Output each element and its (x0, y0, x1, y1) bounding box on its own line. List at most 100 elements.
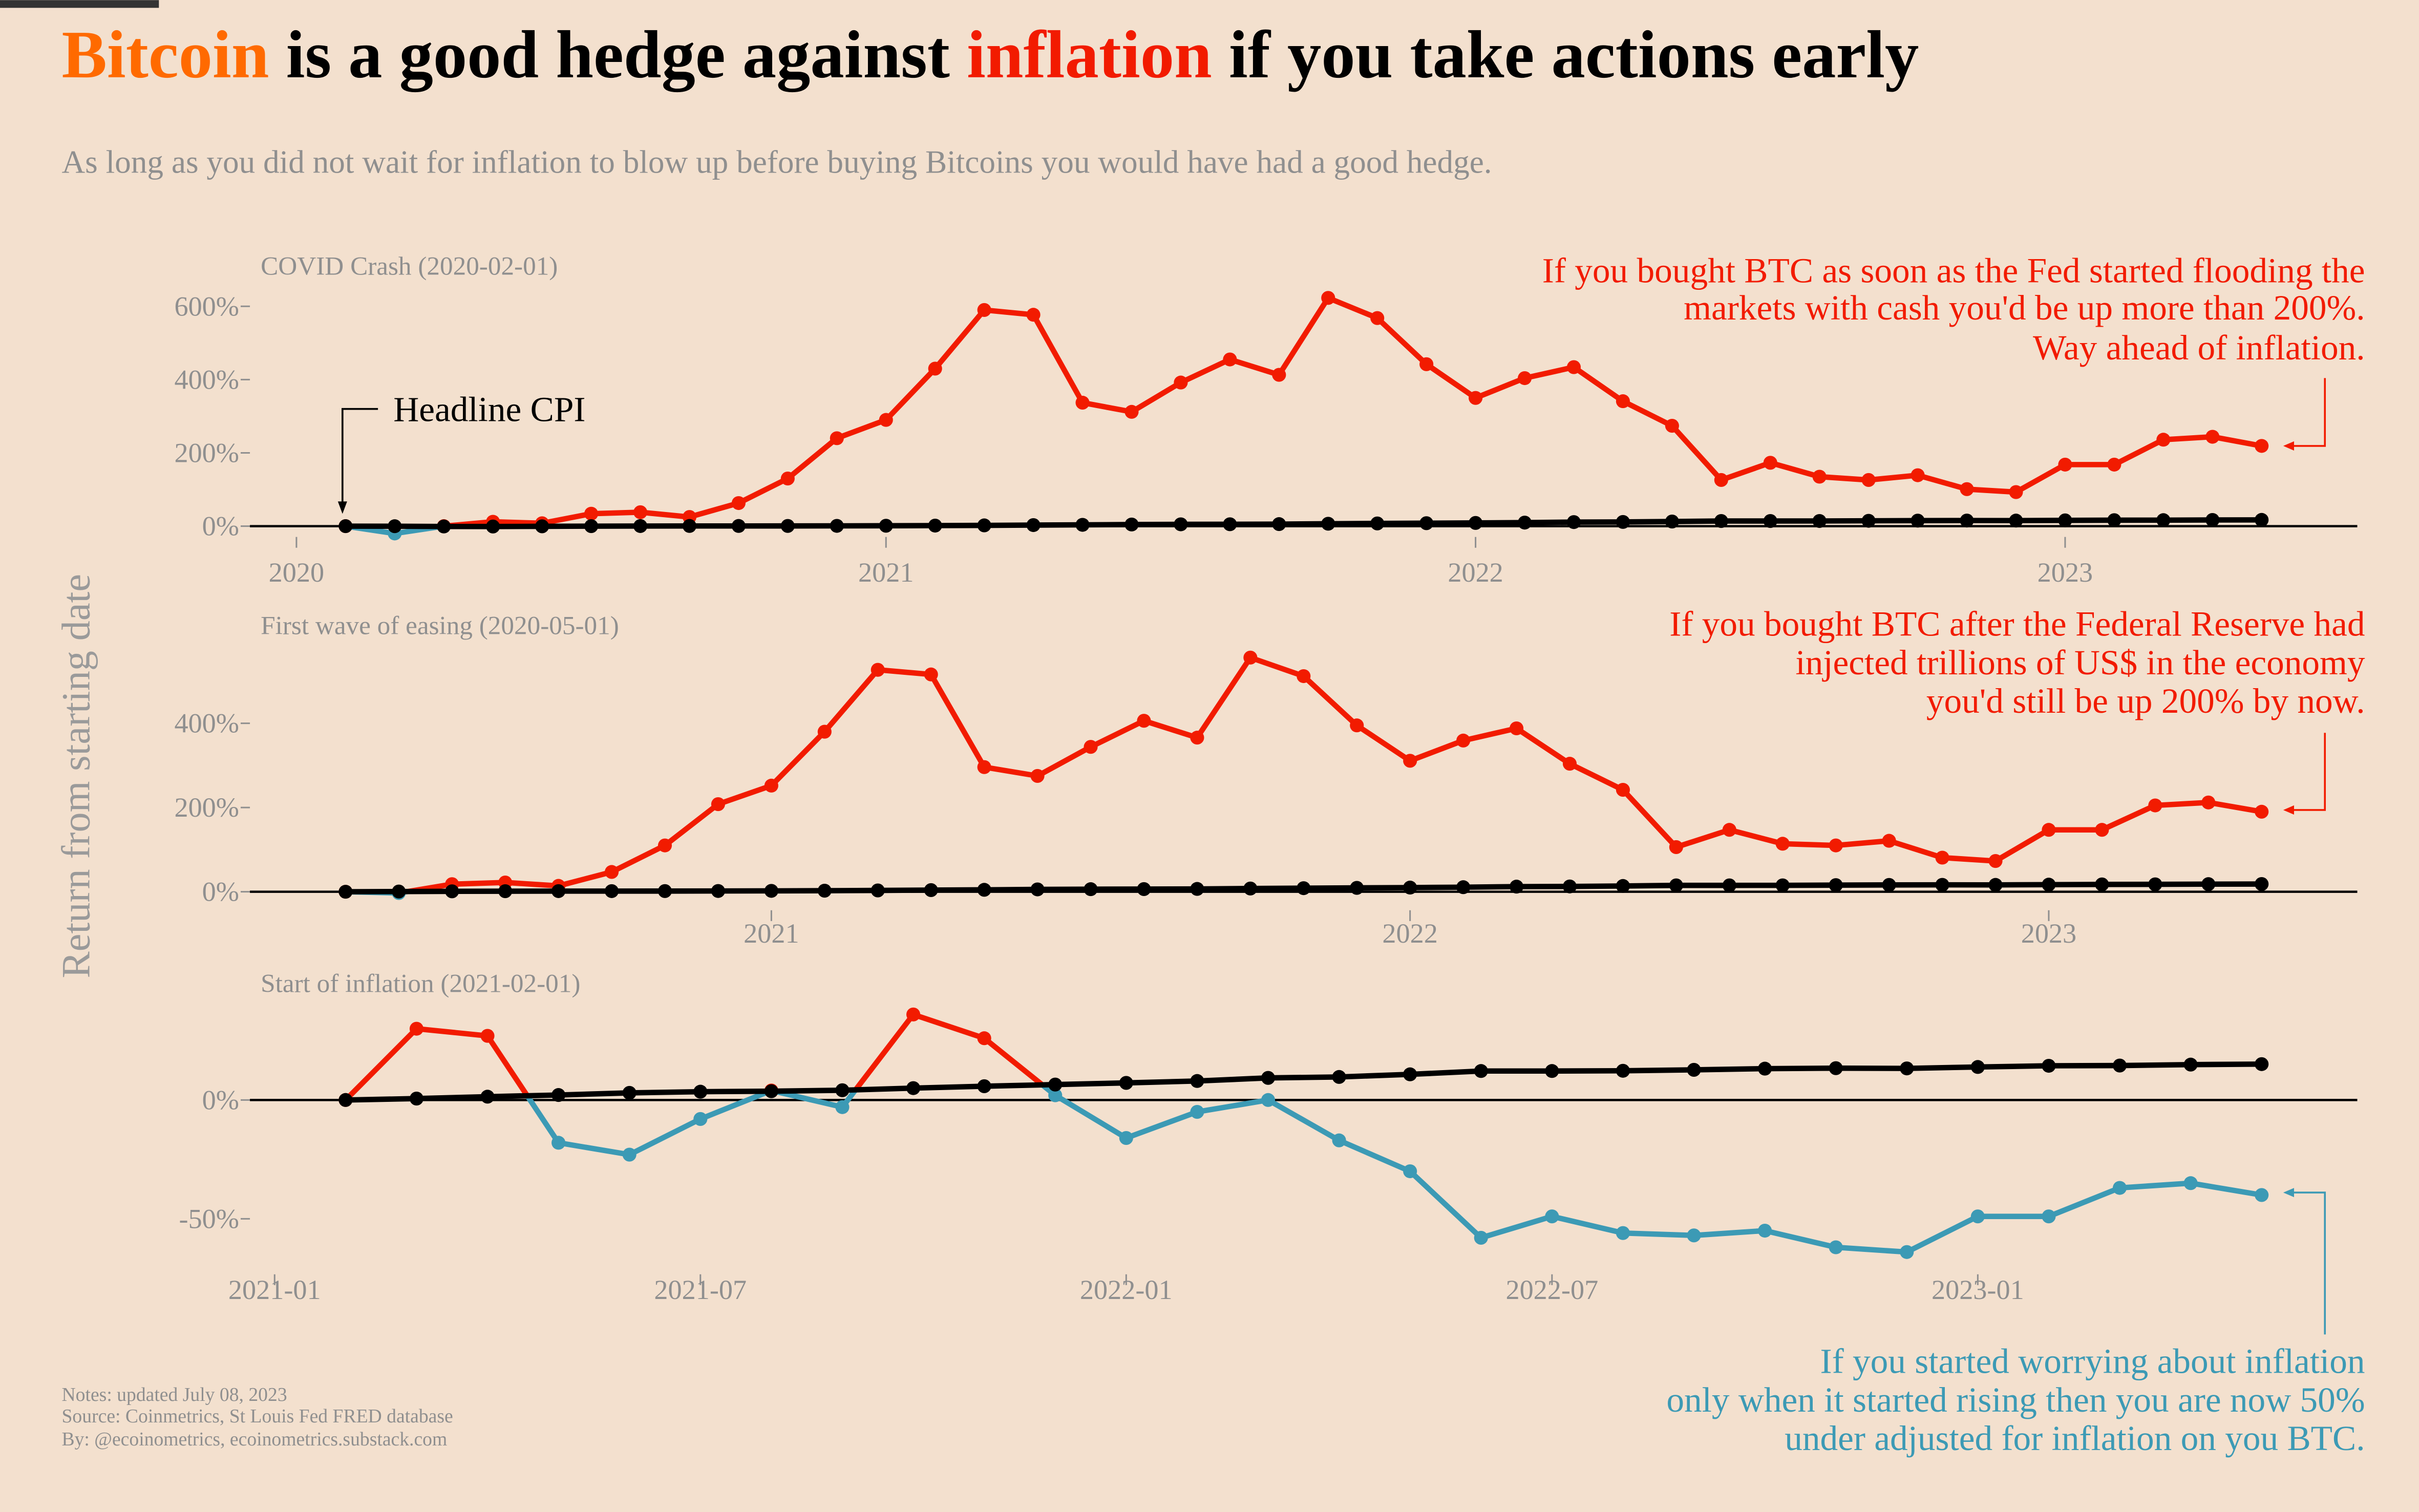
x-tick-label: 2022 (1448, 557, 1503, 588)
cpi-point (622, 1085, 636, 1100)
btc-segment (1835, 1244, 1907, 1255)
btc-segment (1835, 838, 1890, 848)
btc-segment (452, 880, 505, 887)
cpi-point (1469, 516, 1483, 530)
btc-point (817, 725, 832, 739)
btc-point (1758, 1223, 1772, 1238)
cpi-line (345, 517, 2262, 529)
cpi-point (657, 884, 672, 898)
btc-point (2042, 823, 2056, 837)
cpi-point (1084, 882, 1098, 897)
btc-segment (2113, 437, 2165, 467)
btc-point (928, 361, 942, 376)
btc-point (409, 1021, 424, 1036)
btc-point (633, 505, 648, 519)
cpi-point (338, 519, 353, 534)
btc-segment (1905, 1213, 1979, 1254)
btc-segment (2208, 800, 2262, 815)
btc-point (2205, 430, 2220, 444)
btc-segment (1622, 398, 1673, 429)
btc-point (605, 865, 619, 879)
btc-segment (663, 802, 720, 848)
btc-point (657, 838, 672, 853)
btc-point (1669, 840, 1683, 854)
btc-point (1616, 1226, 1630, 1240)
btc-segment (1036, 744, 1092, 779)
btc-segment (640, 509, 690, 520)
x-tick-label: 2023 (2021, 918, 2076, 949)
annotation-text: If you started worrying about inflation (1820, 1341, 2365, 1381)
btc-segment (1728, 827, 1784, 846)
arrowhead-icon (2283, 1188, 2294, 1198)
btc-point (1474, 1230, 1488, 1245)
cpi-point (2201, 877, 2216, 891)
btc-point (2095, 823, 2109, 837)
cpi-point (977, 1079, 991, 1093)
arrowhead-icon (337, 501, 347, 514)
btc-point (1419, 357, 1434, 371)
btc-point (2255, 804, 2269, 819)
btc-segment (558, 1140, 630, 1158)
cpi-point (1714, 514, 1728, 528)
btc-point (835, 1100, 850, 1114)
btc-point (1616, 783, 1630, 797)
annotation-arrow (342, 408, 378, 503)
btc-point (551, 1136, 566, 1150)
btc-point (1960, 482, 1974, 496)
cpi-point (1829, 1061, 1843, 1075)
cpi-line (345, 1061, 2262, 1103)
cpi-point (1474, 1064, 1488, 1078)
arrowhead-icon (2283, 805, 2294, 815)
cpi-point (764, 884, 778, 898)
btc-point (2009, 485, 2023, 499)
btc-segment (1720, 460, 1771, 483)
cpi-point (731, 519, 746, 533)
annotation-text: Way ahead of inflation. (2033, 328, 2365, 367)
btc-point (977, 303, 991, 317)
cpi-point (1882, 878, 1896, 892)
btc-point (1566, 360, 1581, 374)
cpi-point (535, 519, 549, 534)
cpi-point (1812, 514, 1827, 528)
annotation-text: markets with cash you'd be up more than … (1684, 288, 2365, 327)
btc-point (1935, 850, 1949, 865)
btc-segment (773, 1088, 843, 1110)
annotation-text: you'd still be up 200% by now. (1926, 681, 2365, 720)
btc-segment (2212, 434, 2262, 449)
btc-point (1075, 395, 1090, 410)
cpi-point (1370, 516, 1385, 530)
y-tick-label: 0% (202, 877, 239, 907)
btc-segment (1277, 296, 1331, 376)
x-tick-label: 2020 (269, 557, 324, 588)
y-tick-label: 400% (174, 708, 239, 739)
btc-segment (610, 843, 666, 875)
btc-segment (1130, 380, 1182, 414)
cpi-point (835, 1083, 850, 1097)
chart-title: Bitcoin is a good hedge against inflatio… (62, 17, 1919, 93)
cpi-point (1616, 1063, 1630, 1078)
cpi-point (1509, 880, 1524, 894)
btc-point (2042, 1209, 2056, 1224)
cpi-point (2183, 1057, 2198, 1072)
btc-point (2255, 439, 2269, 453)
btc-point (906, 1007, 921, 1021)
panel-3: Start of inflation (2021-02-01) 0% -50% 202… (179, 969, 2365, 1458)
btc-point (2107, 457, 2121, 472)
cpi-point (711, 884, 725, 898)
cpi-point (1350, 881, 1364, 895)
btc-segment (1764, 1228, 1837, 1250)
cpi-point (693, 1084, 708, 1099)
cpi-point (2255, 513, 2269, 527)
annotation-text: injected trillions of US$ in the economy (1795, 643, 2365, 682)
cpi-point (1616, 515, 1630, 529)
cpi-point (1048, 1077, 1063, 1092)
cpi-point (1687, 1062, 1701, 1077)
btc-point (1616, 394, 1630, 409)
cpi-point (1935, 878, 1949, 892)
cpi-point (605, 884, 619, 898)
cpi-point (1321, 517, 1335, 531)
btc-segment (2047, 1185, 2121, 1219)
btc-segment (984, 764, 1038, 779)
btc-segment (2163, 434, 2213, 442)
cpi-point (551, 1088, 566, 1102)
